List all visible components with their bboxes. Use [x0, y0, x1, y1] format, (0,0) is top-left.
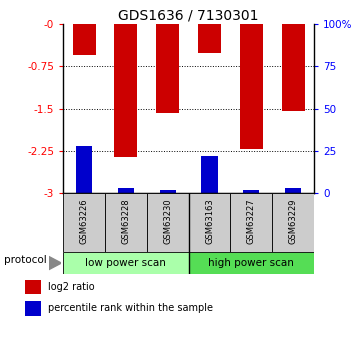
Bar — [73, 24, 96, 55]
Text: GSM63228: GSM63228 — [121, 198, 130, 244]
Bar — [188, 252, 314, 274]
Text: GSM63226: GSM63226 — [79, 198, 88, 244]
Bar — [76, 146, 92, 193]
Bar — [285, 188, 301, 193]
Text: high power scan: high power scan — [208, 258, 294, 268]
Bar — [118, 188, 134, 193]
Text: low power scan: low power scan — [86, 258, 166, 268]
Title: GDS1636 / 7130301: GDS1636 / 7130301 — [118, 9, 259, 23]
Text: GSM63163: GSM63163 — [205, 198, 214, 244]
Bar — [240, 24, 263, 149]
Bar — [147, 193, 188, 252]
Text: protocol: protocol — [4, 255, 46, 265]
Bar — [243, 190, 260, 193]
Text: percentile rank within the sample: percentile rank within the sample — [48, 303, 213, 313]
Bar — [63, 252, 188, 274]
Bar — [63, 193, 105, 252]
Bar — [25, 280, 41, 294]
Polygon shape — [49, 256, 61, 270]
Bar — [105, 193, 147, 252]
Text: GSM63230: GSM63230 — [163, 198, 172, 244]
Bar — [160, 190, 176, 193]
Bar — [188, 193, 230, 252]
Text: GSM63229: GSM63229 — [289, 199, 298, 244]
Text: GSM63227: GSM63227 — [247, 198, 256, 244]
Text: log2 ratio: log2 ratio — [48, 282, 95, 292]
Bar — [114, 24, 138, 157]
Bar — [25, 301, 41, 316]
Bar — [272, 193, 314, 252]
Bar — [198, 24, 221, 53]
Bar — [201, 156, 218, 193]
Bar — [282, 24, 305, 111]
Bar — [156, 24, 179, 113]
Bar — [230, 193, 272, 252]
